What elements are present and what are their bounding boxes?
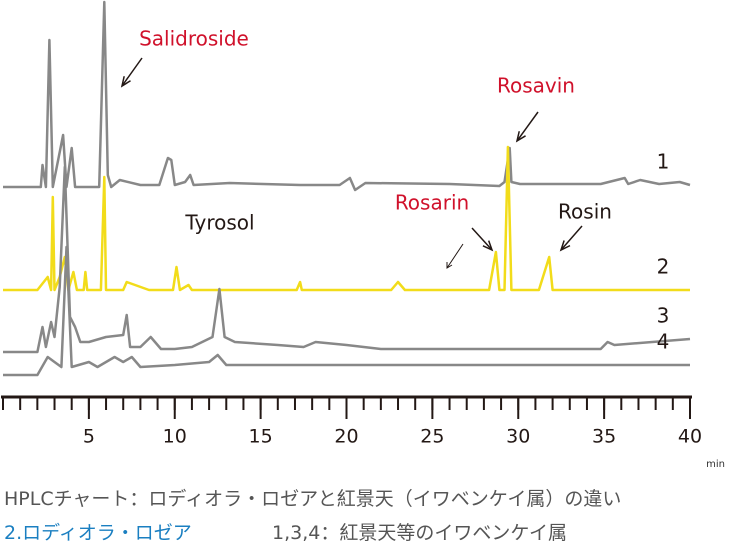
arrow-head: [559, 240, 571, 252]
trace-label: 1: [657, 150, 670, 174]
x-tick-label: 15: [249, 426, 273, 448]
x-tick-label: 20: [334, 426, 358, 448]
trace-label: 3: [657, 304, 670, 328]
x-tick-label: 40: [678, 426, 702, 448]
x-tick-label: 35: [592, 426, 616, 448]
trace: [3, 165, 691, 354]
x-tick-label: 10: [163, 426, 187, 448]
annotation: Rosarin: [395, 191, 469, 215]
caption: 1,3,4：紅景天等のイワベンケイ属: [272, 522, 567, 544]
chart: min 5 10 15 20 25 30 35 40 1 2 34 Salidroside Tyroso…: [1, 0, 725, 470]
annotation: Rosavin: [497, 74, 575, 98]
trace-label: 2: [657, 255, 670, 279]
arrow: [121, 57, 143, 87]
x-tick-label: 30: [506, 426, 530, 448]
arrow-head: [482, 240, 494, 252]
annotation: Tyrosol: [184, 211, 254, 235]
trace: [3, 0, 691, 192]
x-axis-label: min: [706, 459, 725, 470]
arrow: [446, 243, 464, 269]
trace: [3, 245, 690, 377]
arrow-head: [515, 131, 526, 143]
caption: HPLCチャート：ロディオラ・ロゼアと紅景天（イワベンケイ属）の違い: [4, 488, 622, 510]
x-tick-label: 5: [83, 426, 95, 448]
arrow-head: [446, 262, 453, 269]
arrow-head: [120, 76, 131, 88]
caption: 2.ロディオラ・ロゼア: [4, 522, 192, 544]
x-tick-label: 25: [420, 426, 444, 448]
annotation: Salidroside: [139, 27, 249, 51]
arrow: [516, 111, 539, 142]
trace: [3, 145, 690, 292]
annotation: Rosin: [558, 200, 612, 224]
arrow: [560, 225, 583, 251]
arrow: [471, 227, 493, 251]
trace-label: 4: [657, 330, 670, 354]
